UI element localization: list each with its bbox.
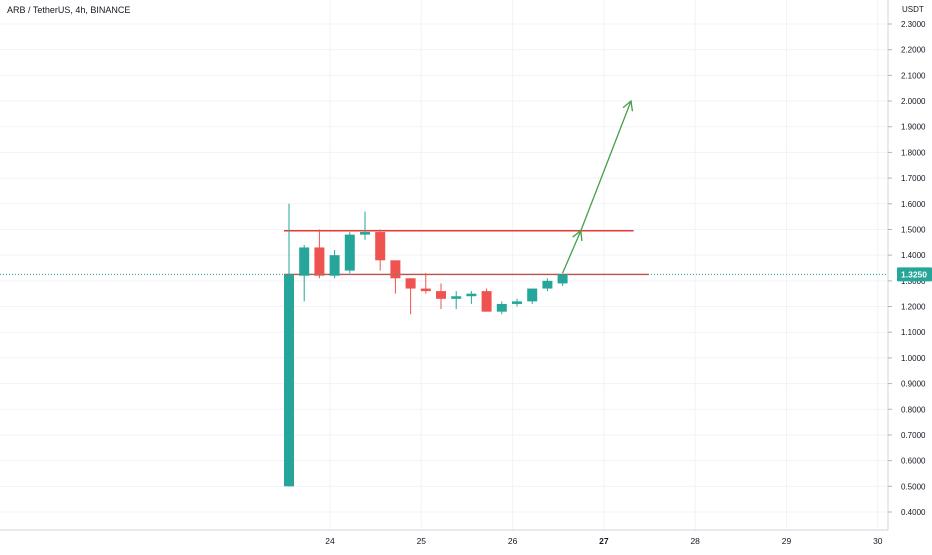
candle-body bbox=[284, 274, 294, 487]
candle-body bbox=[512, 301, 522, 304]
candle bbox=[527, 288, 538, 304]
candle bbox=[436, 283, 446, 310]
price-tick-label: 1.5000 bbox=[901, 225, 926, 234]
candle bbox=[375, 229, 386, 271]
price-tick-label: 1.8000 bbox=[901, 148, 926, 157]
candle-body bbox=[466, 293, 477, 297]
price-tick-label: 1.2000 bbox=[901, 303, 926, 312]
price-tick-label: 0.5000 bbox=[901, 482, 926, 491]
symbol-title: ARB / TetherUS, 4h, BINANCE bbox=[7, 5, 131, 15]
candles bbox=[284, 203, 568, 487]
candle-body bbox=[344, 234, 355, 271]
price-tick-label: 0.6000 bbox=[901, 457, 926, 466]
price-tick-label: 1.6000 bbox=[901, 200, 926, 209]
candle-body bbox=[360, 232, 370, 235]
candle bbox=[512, 298, 522, 307]
time-tick-label: 29 bbox=[782, 536, 792, 546]
current-price-badge: 1.3250 bbox=[897, 267, 932, 282]
projection-arrowhead-end bbox=[622, 99, 634, 112]
projection-arrow[interactable] bbox=[562, 99, 634, 274]
candle-body bbox=[557, 274, 568, 284]
price-tick-label: 0.8000 bbox=[901, 405, 926, 414]
candle bbox=[481, 288, 492, 312]
time-tick-label: 28 bbox=[690, 536, 700, 546]
candle-body bbox=[451, 296, 462, 299]
candle bbox=[284, 203, 294, 487]
candle-body bbox=[329, 255, 340, 276]
price-tick-label: 1.9000 bbox=[901, 123, 926, 132]
price-tick-label: 2.1000 bbox=[901, 71, 926, 80]
price-tick-label: 0.9000 bbox=[901, 380, 926, 389]
price-tick-label: 1.0000 bbox=[901, 354, 926, 363]
price-tick-label: 0.7000 bbox=[901, 431, 926, 440]
candle bbox=[451, 291, 462, 310]
price-axis-ticks[interactable]: 2.3000 2.2000 2.1000 2.0000 1.9000 1.8000 1.70… bbox=[888, 20, 926, 517]
candle bbox=[329, 250, 340, 279]
candle-body bbox=[390, 260, 401, 279]
time-tick-label: 27 bbox=[599, 536, 609, 546]
current-price-badge-bg bbox=[897, 267, 932, 282]
candle-body bbox=[299, 247, 310, 276]
currency-label: USDT bbox=[902, 5, 924, 14]
time-axis-ticks[interactable]: 24 25 26 27 28 29 30 bbox=[325, 536, 883, 546]
candle-body bbox=[481, 291, 492, 312]
price-tick-label: 1.7000 bbox=[901, 174, 926, 183]
projection-arrowhead-mid bbox=[572, 229, 583, 242]
candle-body bbox=[436, 291, 446, 299]
candle bbox=[390, 260, 401, 294]
current-price-label: 1.3250 bbox=[901, 269, 927, 279]
candle-body bbox=[314, 247, 325, 276]
price-tick-label: 2.3000 bbox=[901, 20, 926, 29]
candle bbox=[420, 273, 431, 294]
time-tick-label: 24 bbox=[325, 536, 335, 546]
time-tick-label: 30 bbox=[873, 536, 883, 546]
grid bbox=[0, 0, 888, 530]
candle bbox=[360, 211, 370, 240]
price-tick-label: 1.1000 bbox=[901, 328, 926, 337]
candle-body bbox=[420, 288, 431, 292]
time-tick-label: 26 bbox=[508, 536, 518, 546]
candle bbox=[542, 278, 553, 292]
candle bbox=[496, 301, 507, 315]
candle-body bbox=[405, 278, 416, 289]
candle bbox=[557, 274, 568, 286]
candle-body bbox=[527, 288, 538, 302]
time-tick-label: 25 bbox=[417, 536, 427, 546]
candle-body bbox=[496, 303, 507, 312]
candle-body bbox=[375, 232, 386, 261]
candle bbox=[299, 244, 310, 302]
price-tick-label: 1.4000 bbox=[901, 251, 926, 260]
candle bbox=[405, 278, 416, 315]
price-tick-label: 2.2000 bbox=[901, 46, 926, 55]
price-tick-label: 2.0000 bbox=[901, 97, 926, 106]
candle-body bbox=[542, 280, 553, 289]
candle bbox=[314, 229, 325, 279]
candle bbox=[466, 291, 477, 304]
candle bbox=[344, 232, 355, 274]
price-tick-label: 0.4000 bbox=[901, 508, 926, 517]
